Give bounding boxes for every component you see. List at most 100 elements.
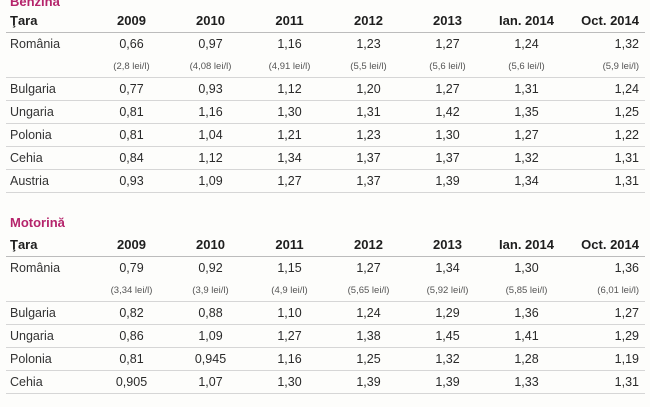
cell-value: 1,36: [487, 302, 566, 325]
column-header-2012: 2012: [329, 9, 408, 33]
cell-value: 1,16: [171, 101, 250, 124]
cell-country: Ungaria: [6, 325, 92, 348]
cell-value: 0,93: [92, 170, 171, 193]
cell-value: 1,04: [171, 124, 250, 147]
cell-value: 1,27: [566, 302, 645, 325]
cell-value: 0,81: [92, 124, 171, 147]
cell-value: 1,22: [566, 124, 645, 147]
cell-value: 1,25: [566, 101, 645, 124]
cell-value: 1,34: [408, 257, 487, 280]
cell-lei-value: (5,65 lei/l): [329, 279, 408, 302]
column-header-oct-2014: Oct. 2014: [566, 9, 645, 33]
cell-value: 1,32: [566, 33, 645, 56]
column-header-oct-2014: Oct. 2014: [566, 233, 645, 257]
cell-country: Polonia: [6, 124, 92, 147]
cell-value: 1,32: [408, 348, 487, 371]
cell-value: 1,34: [487, 170, 566, 193]
cell-lei-value: (5,92 lei/l): [408, 279, 487, 302]
cell-value: 0,92: [171, 257, 250, 280]
table-row: Austria 0,93 1,09 1,27 1,37 1,39 1,34 1,…: [6, 170, 645, 193]
cell-lei-value: (5,6 lei/l): [408, 55, 487, 78]
section-title-motorina: Motorină: [10, 216, 65, 230]
cell-value: 1,28: [487, 348, 566, 371]
cell-value: 1,24: [329, 302, 408, 325]
cell-country: Bulgaria: [6, 302, 92, 325]
column-header-country: Ţara: [6, 9, 92, 33]
cell-value: 1,12: [250, 78, 329, 101]
cell-country: Cehia: [6, 147, 92, 170]
cell-value: 1,16: [250, 33, 329, 56]
cell-value: 1,32: [487, 147, 566, 170]
cell-value: 1,10: [250, 302, 329, 325]
cell-value: 1,27: [487, 124, 566, 147]
table-header-row: Ţara 2009 2010 2011 2012 2013 Ian. 2014 …: [6, 9, 645, 33]
cell-country: România: [6, 33, 92, 56]
cell-lei-value: (3,34 lei/l): [92, 279, 171, 302]
table-benzina: Ţara 2009 2010 2011 2012 2013 Ian. 2014 …: [6, 9, 645, 193]
cell-value: 1,09: [171, 325, 250, 348]
column-header-2010: 2010: [171, 9, 250, 33]
cell-value: 1,27: [250, 170, 329, 193]
cell-value: 0,945: [171, 348, 250, 371]
cell-value: 1,39: [329, 371, 408, 394]
table-row-lei-prices: (3,34 lei/l) (3,9 lei/l) (4,9 lei/l) (5,…: [6, 279, 645, 302]
cell-value: 1,30: [250, 371, 329, 394]
cell-value: 1,34: [250, 147, 329, 170]
table-row: România 0,66 0,97 1,16 1,23 1,27 1,24 1,…: [6, 33, 645, 56]
cell-value: 1,12: [171, 147, 250, 170]
cell-value: 1,07: [171, 371, 250, 394]
cell-value: 1,27: [250, 325, 329, 348]
cell-value: 1,31: [566, 371, 645, 394]
table-header-row: Ţara 2009 2010 2011 2012 2013 Ian. 2014 …: [6, 233, 645, 257]
table-row: România 0,79 0,92 1,15 1,27 1,34 1,30 1,…: [6, 257, 645, 280]
table-row: Ungaria 0,86 1,09 1,27 1,38 1,45 1,41 1,…: [6, 325, 645, 348]
cell-value: 1,31: [566, 147, 645, 170]
cell-country: Bulgaria: [6, 78, 92, 101]
table-row: Polonia 0,81 0,945 1,16 1,25 1,32 1,28 1…: [6, 348, 645, 371]
column-header-2009: 2009: [92, 9, 171, 33]
cell-value: 1,24: [487, 33, 566, 56]
cell-value: 1,27: [329, 257, 408, 280]
cell-value: 1,38: [329, 325, 408, 348]
cell-value: 0,82: [92, 302, 171, 325]
table-row: Bulgaria 0,77 0,93 1,12 1,20 1,27 1,31 1…: [6, 78, 645, 101]
cell-value: 1,39: [408, 371, 487, 394]
cell-lei-value: (5,6 lei/l): [487, 55, 566, 78]
column-header-jan-2014: Ian. 2014: [487, 9, 566, 33]
table-row: Polonia 0,81 1,04 1,21 1,23 1,30 1,27 1,…: [6, 124, 645, 147]
table-motorina: Ţara 2009 2010 2011 2012 2013 Ian. 2014 …: [6, 233, 645, 394]
cell-value: 0,81: [92, 348, 171, 371]
cell-value: 1,30: [408, 124, 487, 147]
cell-value: 1,35: [487, 101, 566, 124]
cell-value: 1,19: [566, 348, 645, 371]
cell-value: 0,81: [92, 101, 171, 124]
cell-value: 0,77: [92, 78, 171, 101]
cell-value: 0,84: [92, 147, 171, 170]
cell-value: 0,905: [92, 371, 171, 394]
cell-value: 1,36: [566, 257, 645, 280]
cell-value: 1,23: [329, 124, 408, 147]
cell-value: 1,31: [487, 78, 566, 101]
cell-lei-value: (4,08 lei/l): [171, 55, 250, 78]
cell-value: 1,33: [487, 371, 566, 394]
cell-value: 1,29: [408, 302, 487, 325]
cell-country: [6, 55, 92, 78]
table-row: Cehia 0,905 1,07 1,30 1,39 1,39 1,33 1,3…: [6, 371, 645, 394]
column-header-jan-2014: Ian. 2014: [487, 233, 566, 257]
cell-country: Ungaria: [6, 101, 92, 124]
cell-country: [6, 279, 92, 302]
fuel-price-table-page: Benzină Ţara 2009 2010 2011 2012 2013 Ia…: [0, 0, 650, 407]
cell-value: 1,30: [487, 257, 566, 280]
cell-value: 0,97: [171, 33, 250, 56]
column-header-2010: 2010: [171, 233, 250, 257]
cell-value: 1,24: [566, 78, 645, 101]
column-header-country: Ţara: [6, 233, 92, 257]
cell-value: 0,66: [92, 33, 171, 56]
cell-value: 1,27: [408, 33, 487, 56]
cell-value: 0,88: [171, 302, 250, 325]
cell-value: 1,21: [250, 124, 329, 147]
column-header-2012: 2012: [329, 233, 408, 257]
table-row: Bulgaria 0,82 0,88 1,10 1,24 1,29 1,36 1…: [6, 302, 645, 325]
cell-value: 1,20: [329, 78, 408, 101]
cell-country: Austria: [6, 170, 92, 193]
